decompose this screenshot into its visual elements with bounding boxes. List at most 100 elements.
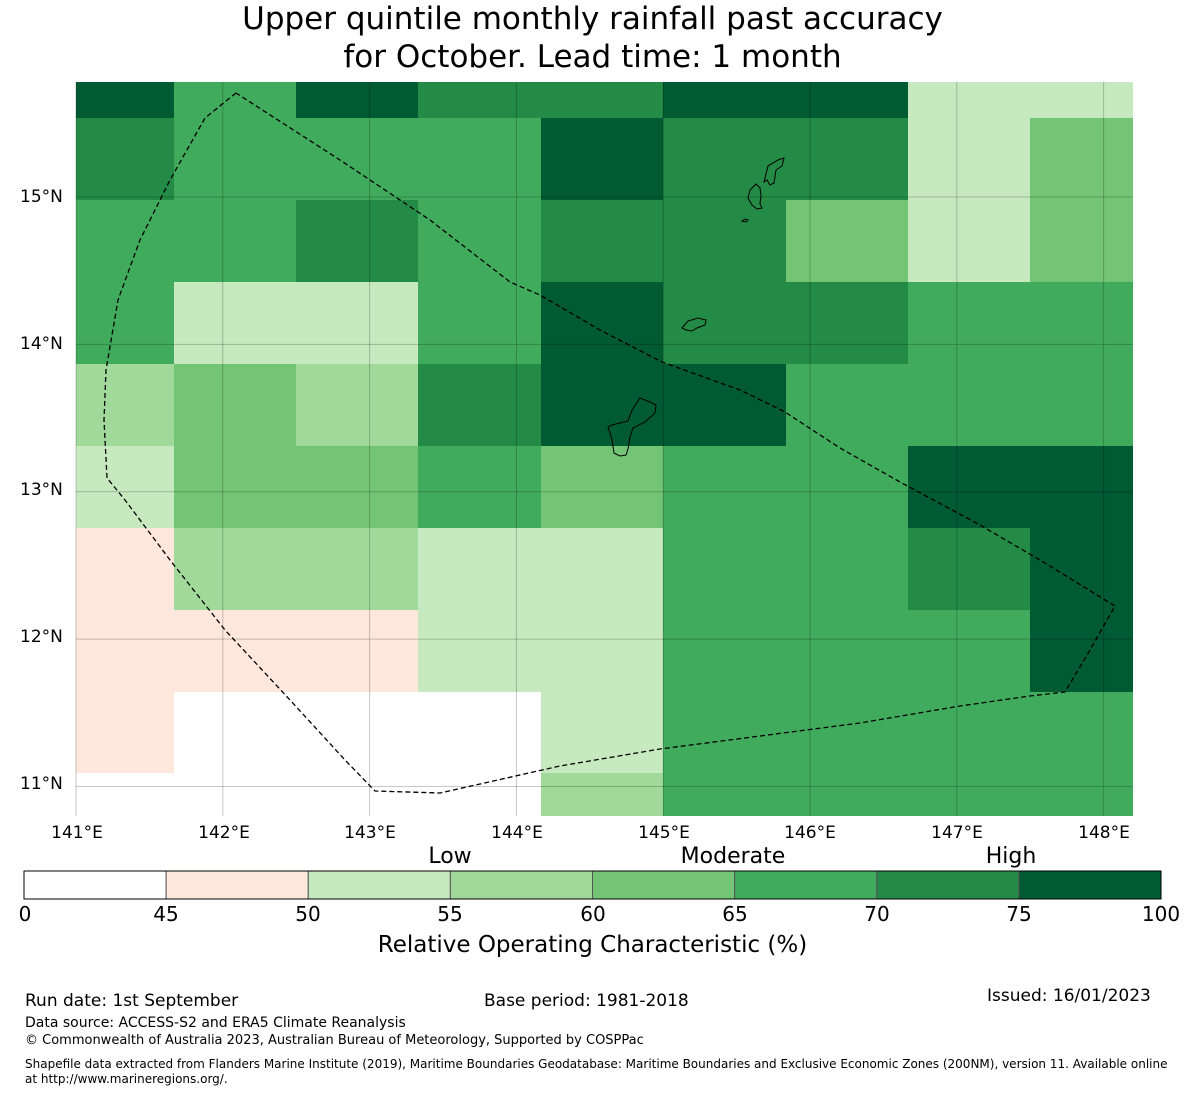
colorbar-segment bbox=[1018, 870, 1162, 900]
issued-date: Issued: 16/01/2023 bbox=[987, 986, 1151, 1006]
shapefile-credit-line-1: Shapefile data extracted from Flanders M… bbox=[25, 1057, 1168, 1071]
grid-cell bbox=[418, 773, 541, 816]
lon-label-143e: 143°E bbox=[344, 823, 396, 843]
grid-cell bbox=[296, 118, 418, 200]
island-saipan bbox=[747, 183, 763, 210]
grid-cell bbox=[418, 692, 541, 773]
colorbar-segment bbox=[449, 870, 593, 900]
island-guam bbox=[607, 397, 657, 457]
grid-cell bbox=[908, 610, 1030, 692]
grid-cell bbox=[1030, 82, 1133, 118]
grid-cell bbox=[786, 446, 908, 528]
grid-cell bbox=[1030, 692, 1133, 773]
grid-cell bbox=[908, 82, 1030, 118]
colorbar-tick-70: 70 bbox=[864, 902, 890, 926]
colorbar-tick-75: 75 bbox=[1006, 902, 1032, 926]
title-line-2: for October. Lead time: 1 month bbox=[343, 39, 842, 75]
grid-cell bbox=[786, 692, 908, 773]
lat-label-11n: 11°N bbox=[20, 774, 63, 794]
grid-cell bbox=[663, 118, 786, 200]
grid-cell bbox=[296, 773, 418, 816]
grid-cell bbox=[418, 282, 541, 364]
lon-label-141e: 141°E bbox=[51, 823, 103, 843]
lon-label-145e: 145°E bbox=[638, 823, 690, 843]
grid-cell bbox=[418, 118, 541, 200]
grid-cell bbox=[76, 446, 174, 528]
colorbar-tick-55: 55 bbox=[437, 902, 463, 926]
grid-cell bbox=[296, 200, 418, 282]
grid-cell bbox=[418, 528, 541, 610]
title-line-1: Upper quintile monthly rainfall past acc… bbox=[242, 1, 943, 37]
colorbar-tick-60: 60 bbox=[580, 902, 606, 926]
colorbar-segment bbox=[592, 870, 736, 900]
lat-label-12n: 12°N bbox=[20, 627, 63, 647]
grid-cell bbox=[663, 364, 786, 446]
grid-cell bbox=[908, 446, 1030, 528]
grid-cell bbox=[296, 610, 418, 692]
grid-cell bbox=[786, 118, 908, 200]
islands bbox=[607, 157, 785, 457]
grid-cell bbox=[541, 610, 663, 692]
colorbar-segment bbox=[876, 870, 1020, 900]
grid-cell bbox=[418, 200, 541, 282]
lon-label-148e: 148°E bbox=[1078, 823, 1130, 843]
colorbar-segment bbox=[734, 870, 878, 900]
grid-cell bbox=[418, 364, 541, 446]
grid-cell bbox=[786, 200, 908, 282]
grid-cell bbox=[174, 118, 296, 200]
grid-cell bbox=[541, 773, 663, 816]
grid-cell bbox=[296, 692, 418, 773]
grid-cell bbox=[663, 446, 786, 528]
graticule bbox=[75, 82, 1133, 816]
grid-cell bbox=[541, 282, 663, 364]
grid-cell bbox=[786, 282, 908, 364]
grid-cell bbox=[663, 82, 786, 118]
grid-cell bbox=[174, 282, 296, 364]
grid-cell bbox=[908, 118, 1030, 200]
base-period: Base period: 1981-2018 bbox=[484, 991, 689, 1011]
grid-cell bbox=[174, 446, 296, 528]
lat-label-14n: 14°N bbox=[20, 334, 63, 354]
grid-cell bbox=[541, 528, 663, 610]
colorbar bbox=[23, 870, 1162, 900]
run-date: Run date: 1st September bbox=[25, 991, 239, 1011]
grid-cell bbox=[76, 118, 174, 200]
colorbar-segment bbox=[165, 870, 309, 900]
grid-cell bbox=[663, 282, 786, 364]
grid-cell bbox=[663, 200, 786, 282]
grid-cell bbox=[663, 610, 786, 692]
grid-cell bbox=[418, 610, 541, 692]
grid-cell bbox=[541, 446, 663, 528]
grid-cell bbox=[76, 692, 174, 773]
grid-cell bbox=[76, 610, 174, 692]
grid-cell bbox=[541, 82, 663, 118]
lon-label-144e: 144°E bbox=[491, 823, 543, 843]
grid-cell bbox=[296, 82, 418, 118]
grid-cell bbox=[418, 82, 541, 118]
grid-cell bbox=[76, 282, 174, 364]
grid-cell bbox=[908, 200, 1030, 282]
grid-cell bbox=[908, 364, 1030, 446]
colorbar-tick-50: 50 bbox=[295, 902, 321, 926]
grid-cell bbox=[786, 82, 908, 118]
shapefile-credit-line-2: at http://www.marineregions.org/. bbox=[25, 1072, 228, 1086]
grid-cell bbox=[296, 446, 418, 528]
grid-cell bbox=[908, 773, 1030, 816]
lat-label-15n: 15°N bbox=[20, 187, 63, 207]
category-low: Low bbox=[428, 844, 472, 869]
grid-cell bbox=[908, 692, 1030, 773]
grid-cell bbox=[296, 282, 418, 364]
colorbar-segment bbox=[307, 870, 451, 900]
grid-cell bbox=[174, 692, 296, 773]
grid-cell bbox=[76, 773, 174, 816]
grid-cell bbox=[786, 610, 908, 692]
grid-cell bbox=[174, 773, 296, 816]
map-title: Upper quintile monthly rainfall past acc… bbox=[0, 0, 1185, 76]
lat-label-13n: 13°N bbox=[20, 480, 63, 500]
grid-cell bbox=[76, 364, 174, 446]
grid-cell bbox=[76, 200, 174, 282]
grid-cell bbox=[1030, 528, 1133, 610]
grid-cell bbox=[908, 282, 1030, 364]
colorbar-title: Relative Operating Characteristic (%) bbox=[377, 932, 808, 958]
